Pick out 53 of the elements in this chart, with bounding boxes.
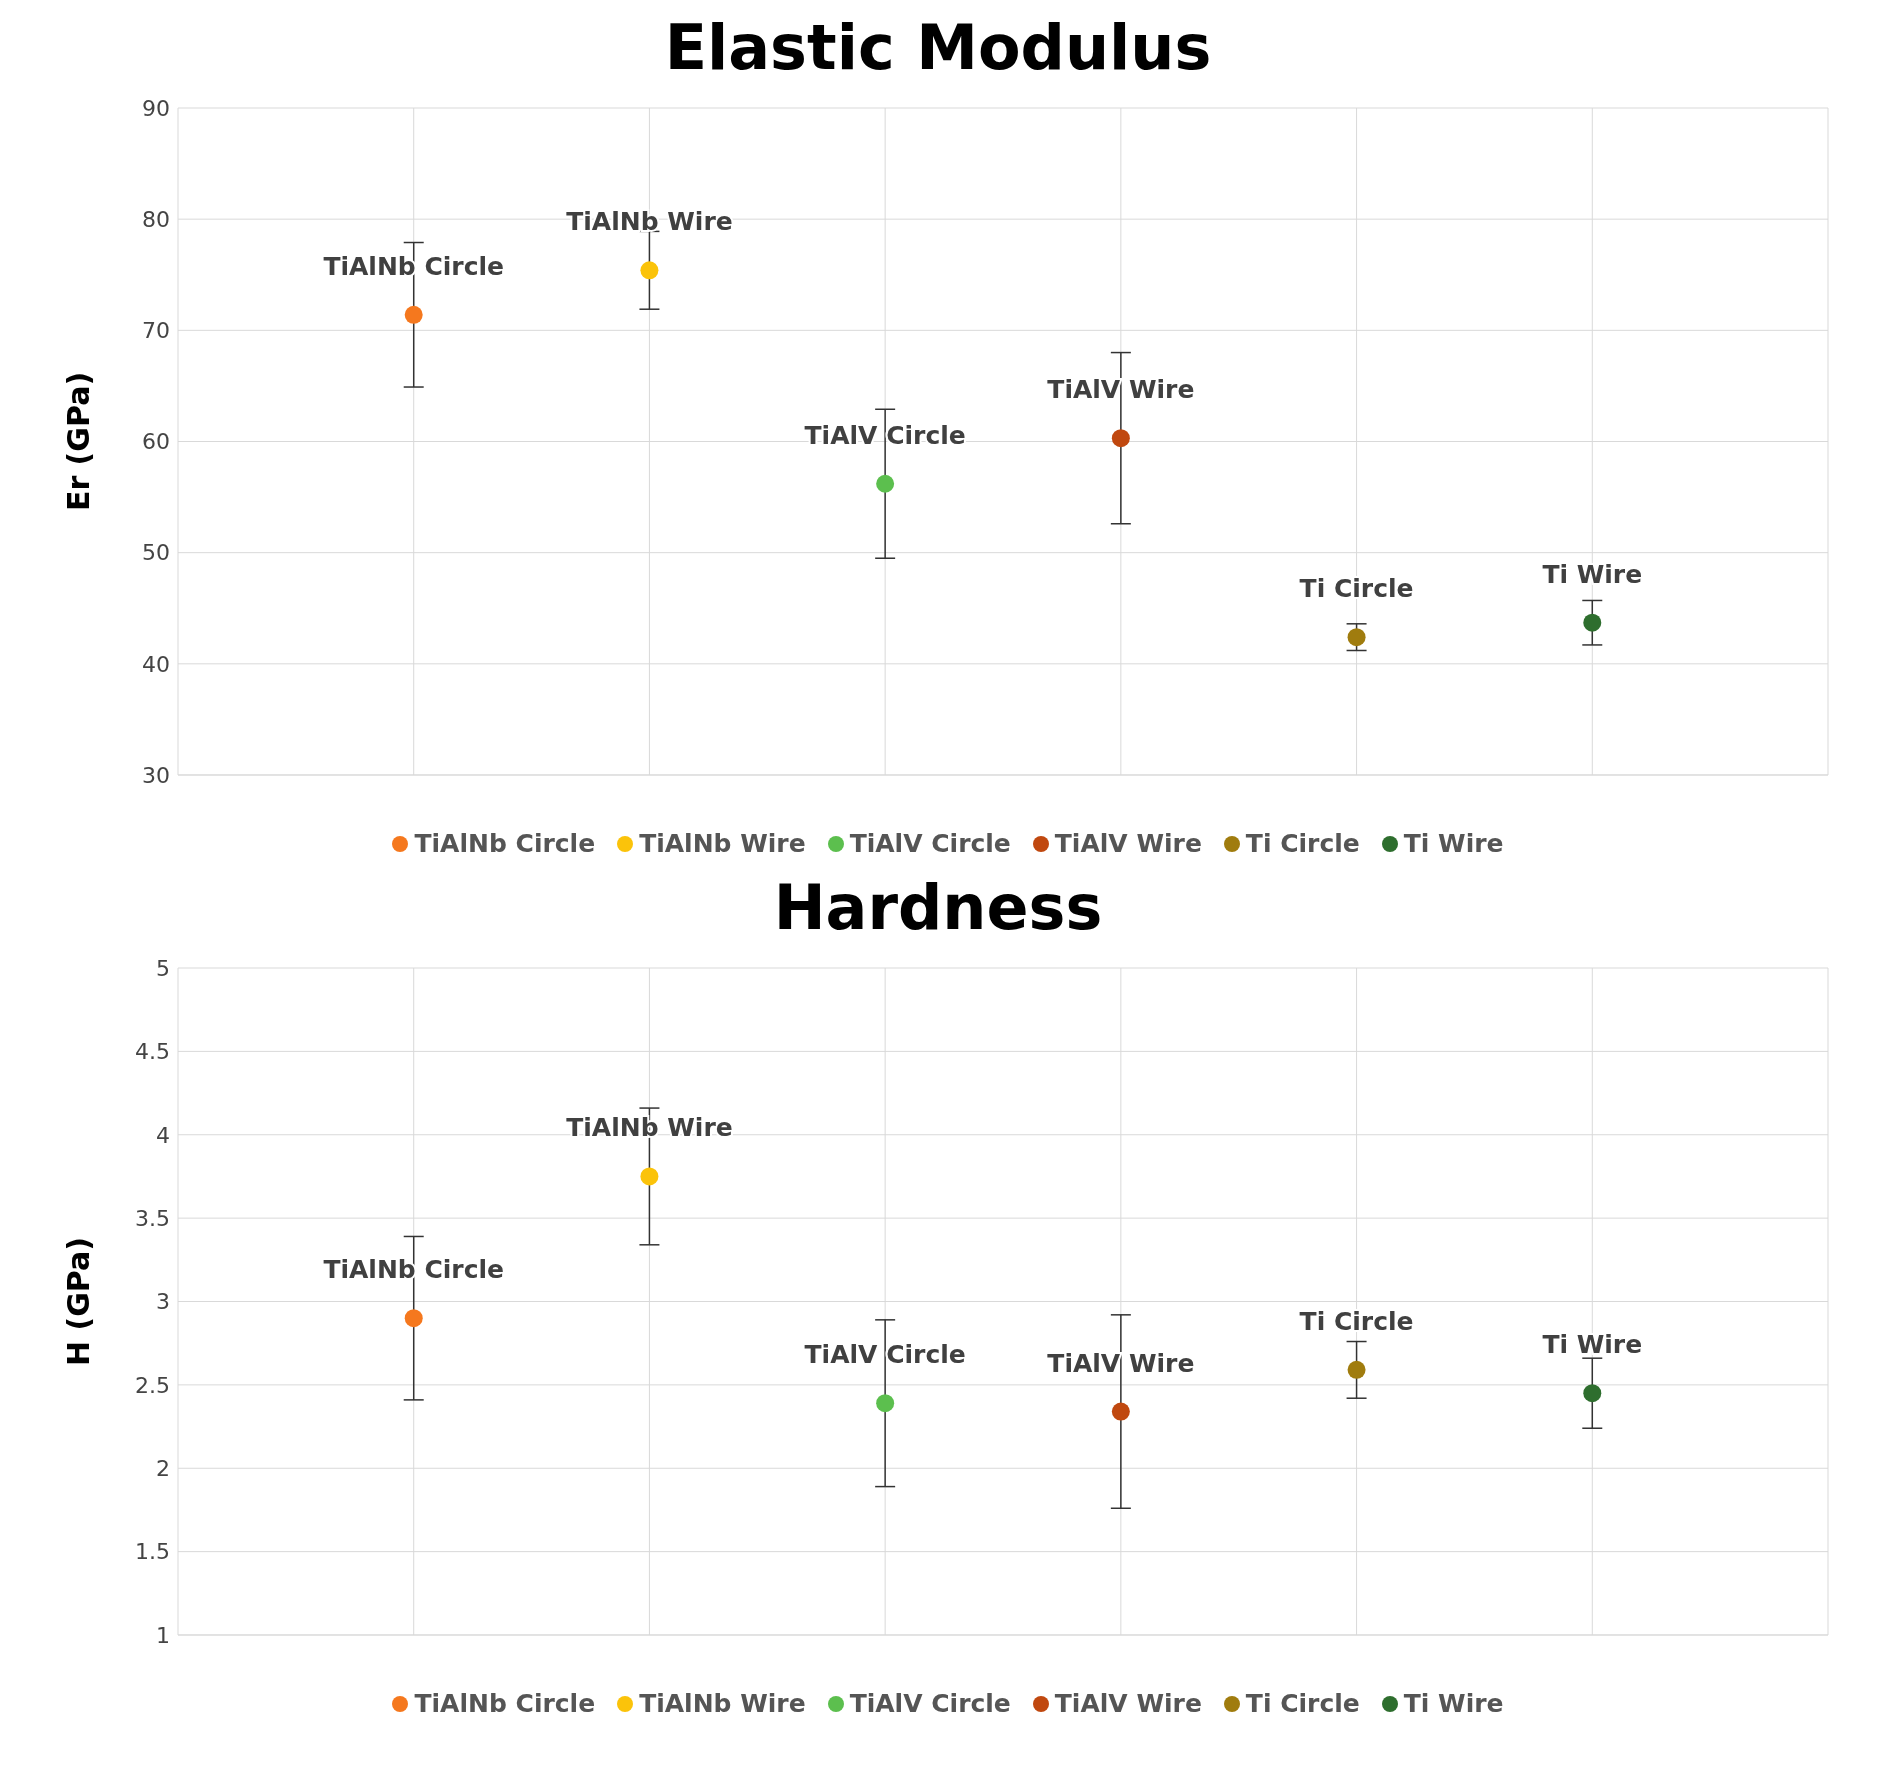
- data-label: TiAlV Wire: [1047, 1348, 1195, 1378]
- y-tick-label: 30: [142, 762, 170, 788]
- legend-label: TiAlNb Circle: [414, 1689, 596, 1718]
- legend-label: Ti Circle: [1245, 1689, 1360, 1718]
- y-tick-label: 1.5: [135, 1539, 170, 1565]
- y-tick-label: 4: [156, 1122, 170, 1148]
- point: [1583, 613, 1602, 632]
- y-tick-label: 70: [142, 318, 170, 344]
- y-tick-label: 3: [156, 1289, 170, 1315]
- data-label: Ti Circle: [1299, 1306, 1414, 1336]
- point: [640, 1167, 659, 1186]
- point: [876, 474, 895, 493]
- data-label: Ti Circle: [1299, 574, 1414, 604]
- y-tick-label: 4.5: [135, 1039, 170, 1065]
- data-label: TiAlV Wire: [1047, 375, 1195, 405]
- y-axis-title: H (GPa): [60, 1236, 96, 1367]
- data-label: TiAlV Circle: [804, 420, 966, 450]
- point: [640, 261, 659, 280]
- y-tick-label: 3.5: [135, 1205, 170, 1231]
- legend-label: Ti Circle: [1245, 829, 1360, 858]
- y-tick-label: 60: [142, 429, 170, 455]
- legend-label: Ti Wire: [1403, 829, 1504, 858]
- point: [1111, 1402, 1130, 1421]
- y-tick-label: 5: [156, 955, 170, 981]
- data-label: Ti Wire: [1542, 559, 1643, 589]
- point: [404, 1309, 423, 1328]
- y-tick-label: 40: [142, 651, 170, 677]
- point: [1583, 1384, 1602, 1403]
- legend-label: TiAlNb Circle: [414, 829, 596, 858]
- chart-title: Elastic Modulus: [663, 10, 1213, 86]
- y-tick-label: 90: [142, 95, 170, 121]
- legend-label: TiAlV Circle: [849, 829, 1011, 858]
- data-label: TiAlV Circle: [804, 1340, 966, 1370]
- legend-label: TiAlV Wire: [1054, 1689, 1202, 1718]
- point: [404, 305, 423, 324]
- y-tick-label: 1: [156, 1622, 170, 1648]
- point: [1347, 628, 1366, 647]
- y-tick-label: 80: [142, 206, 170, 232]
- y-tick-label: 50: [142, 540, 170, 566]
- legend-label: TiAlNb Wire: [639, 1689, 806, 1718]
- data-label: TiAlNb Wire: [566, 207, 733, 237]
- legend-label: TiAlV Wire: [1054, 829, 1202, 858]
- chart-title: Hardness: [772, 870, 1104, 946]
- y-axis-title: Er (GPa): [60, 371, 96, 512]
- point: [1111, 429, 1130, 448]
- point: [1347, 1360, 1366, 1379]
- legend-label: TiAlNb Wire: [639, 829, 806, 858]
- y-tick-label: 2: [156, 1456, 170, 1482]
- legend-label: TiAlV Circle: [849, 1689, 1011, 1718]
- point: [876, 1394, 895, 1413]
- data-label: Ti Wire: [1542, 1330, 1643, 1360]
- legend-label: Ti Wire: [1403, 1689, 1504, 1718]
- y-tick-label: 2.5: [135, 1372, 170, 1398]
